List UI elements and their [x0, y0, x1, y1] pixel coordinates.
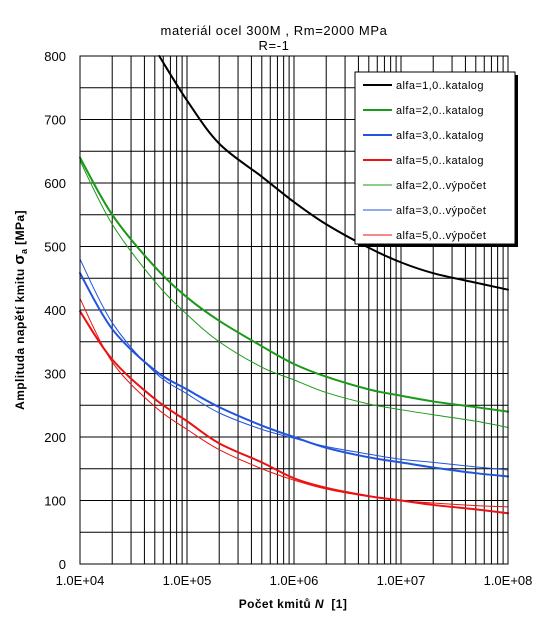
y-tick-label: 800 [44, 49, 66, 64]
y-axis-label-prefix: Amplituda napětí kmitu [13, 265, 27, 410]
y-tick-label: 200 [44, 430, 66, 445]
legend-label-2: alfa=2,0..katalog [396, 105, 484, 117]
legend-label-4: alfa=5,0..katalog [396, 155, 484, 167]
legend: alfa=1,0..katalog alfa=2,0..katalog alfa=3… [354, 71, 518, 247]
plot-area-border [79, 55, 509, 565]
legend-label-6: alfa=3,0..výpočet [396, 205, 486, 217]
x-axis-label-prefix: Počet kmitů [239, 597, 315, 611]
x-tick-label: 1.0E+07 [377, 573, 426, 588]
chart-title-line-1: materiál ocel 300M , Rm=2000 MPa [161, 23, 388, 38]
y-tick-labels: 0 100 200 300 400 500 600 700 800 [44, 49, 66, 572]
series-line-1 [158, 55, 509, 291]
series-line-2 [79, 156, 509, 413]
legend-label-1: alfa=1,0..katalog [396, 80, 484, 92]
y-tick-label: 700 [44, 113, 66, 128]
y-axis-label: Amplituda napětí kmitu σa [MPa] [11, 210, 29, 410]
legend-label-7: alfa=5,0..výpočet [396, 230, 486, 242]
y-tick-label: 500 [44, 240, 66, 255]
x-tick-label: 1.0E+08 [484, 573, 533, 588]
chart-title-line-2: R=-1 [259, 38, 290, 53]
y-axis-label-var: σ [11, 254, 28, 265]
series-group [79, 55, 509, 515]
y-axis-label-suffix: [MPa] [13, 210, 27, 248]
y-tick-label: 100 [44, 494, 66, 509]
legend-label-3: alfa=3,0..katalog [396, 130, 484, 142]
x-axis-label-suffix: [1] [324, 597, 347, 611]
x-tick-labels: 1.0E+04 1.0E+05 1.0E+06 1.0E+07 1.0E+08 [56, 573, 533, 588]
series-line-6 [79, 258, 509, 471]
x-axis-label: Počet kmitů N [1] [239, 597, 348, 611]
plot-frame [79, 55, 509, 565]
y-tick-label: 0 [59, 557, 66, 572]
series-line-5 [79, 160, 509, 428]
title: materiál ocel 300M , Rm=2000 MPa R=-1 [161, 23, 388, 53]
x-tick-label: 1.0E+06 [270, 573, 319, 588]
series-line-4 [79, 310, 509, 515]
legend-label-5: alfa=2,0..výpočet [396, 180, 486, 192]
y-tick-label: 400 [44, 303, 66, 318]
legend-box [354, 71, 516, 245]
y-tick-label: 600 [44, 176, 66, 191]
x-tick-label: 1.0E+04 [56, 573, 105, 588]
series-line-7 [79, 298, 509, 508]
y-axis-label-sub: a [19, 248, 29, 254]
series-line-3 [79, 272, 509, 478]
y-tick-label: 300 [44, 367, 66, 382]
x-tick-label: 1.0E+05 [163, 573, 212, 588]
x-axis-label-var: N [315, 597, 324, 611]
